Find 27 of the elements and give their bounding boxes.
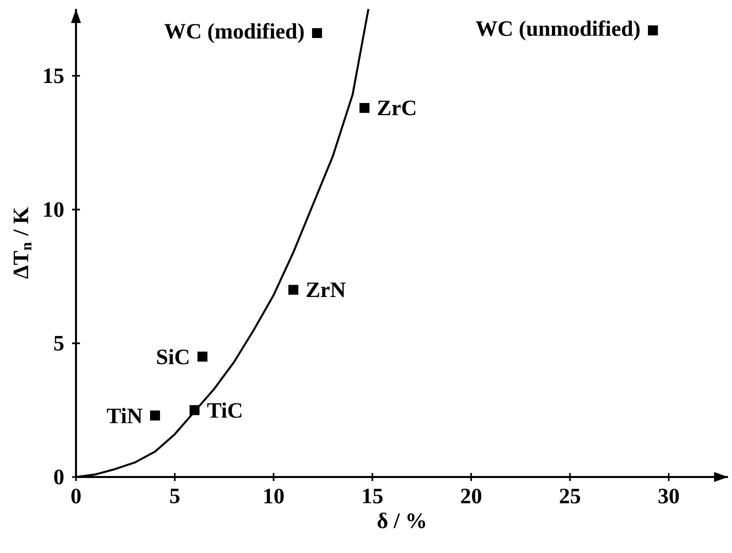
x-tick-label: 10 [264, 488, 284, 504]
y-tick-label: 0 [54, 470, 64, 484]
point [288, 284, 298, 295]
series-label: ZrN [306, 282, 346, 297]
x-tick-label: 5 [170, 488, 180, 504]
y-tick-label: 15 [44, 68, 64, 84]
series-label: TiN [106, 408, 142, 424]
x-tick-label: 15 [363, 488, 383, 504]
point [197, 352, 208, 362]
y-tick-label: 5 [54, 336, 64, 351]
x-tick-label: 0 [71, 488, 81, 504]
x-tick-label: 20 [461, 488, 482, 504]
series-label: TiC [207, 402, 242, 418]
series-label: WC (modified) [164, 23, 304, 44]
y-axis-title: ΔT$_{n}$ / K [14, 207, 32, 279]
series-label: WC (unmodified) [476, 20, 640, 40]
x-tick-label: 25 [560, 488, 580, 504]
y-tick-label: 10 [44, 202, 64, 217]
x-tick-label: 30 [658, 488, 679, 504]
x-axis-title: δ / % [378, 512, 426, 528]
point [648, 25, 658, 36]
point [150, 410, 160, 420]
point [190, 405, 200, 416]
point [312, 28, 322, 38]
point [359, 102, 370, 113]
series-label: ZrC [378, 100, 416, 116]
series-label: SiC [157, 348, 188, 364]
